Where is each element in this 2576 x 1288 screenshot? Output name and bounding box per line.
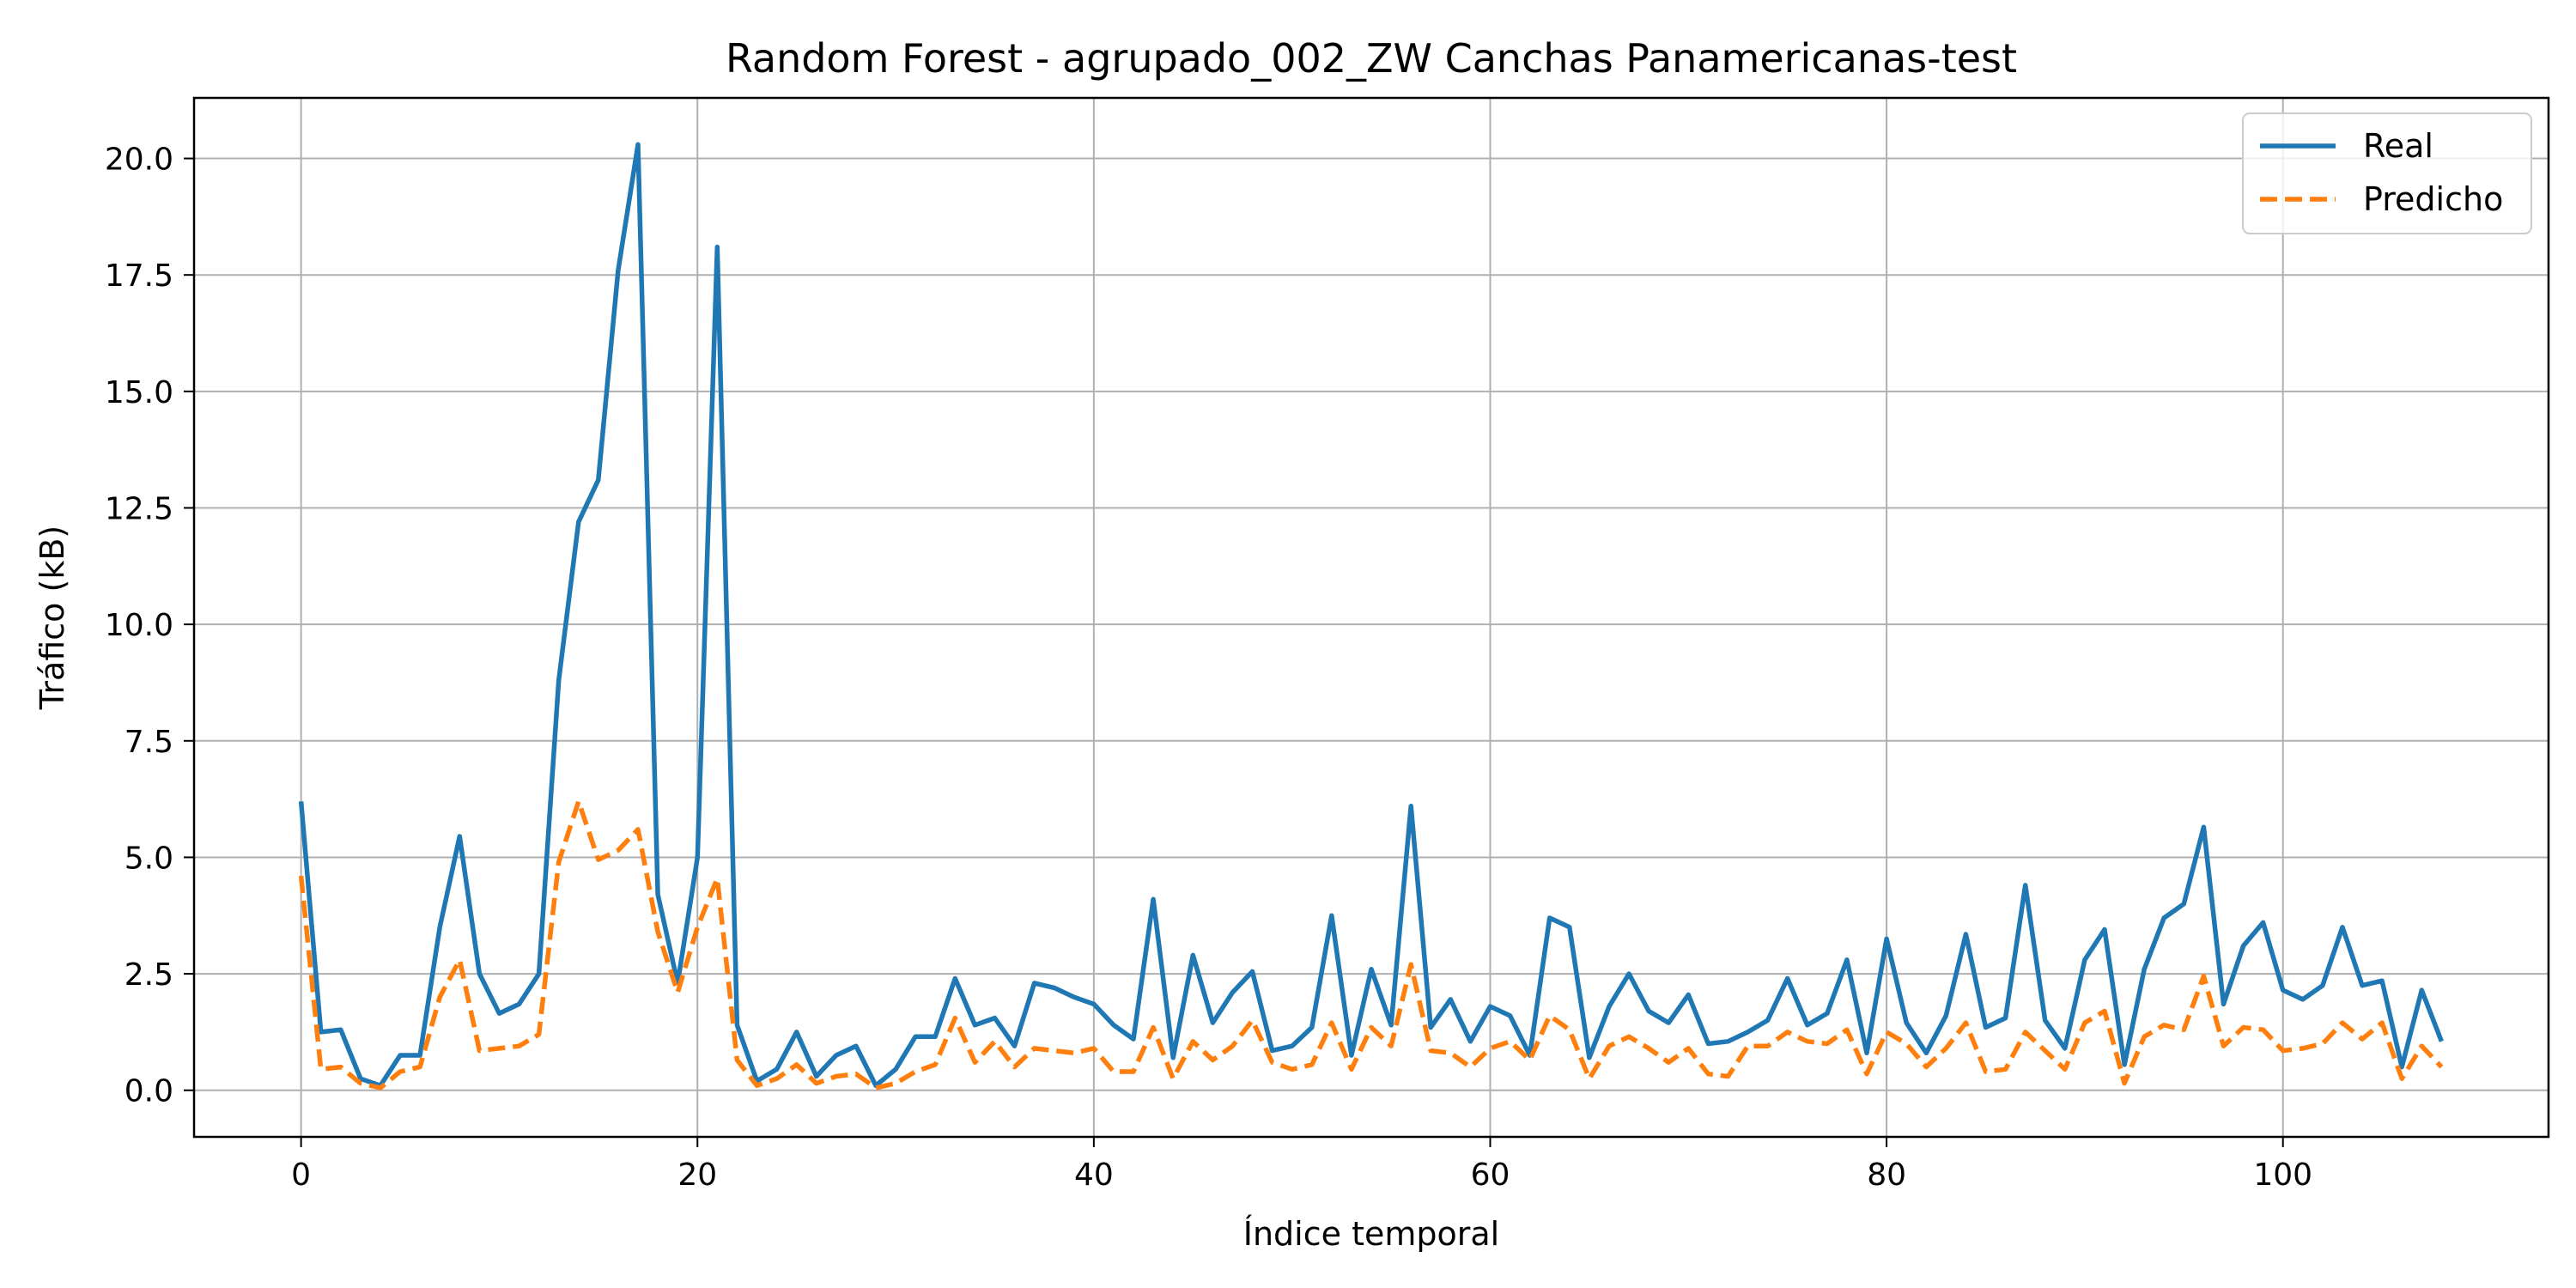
y-tick-label: 20.0	[105, 143, 173, 178]
y-tick-label: 17.5	[105, 258, 173, 294]
y-tick-label: 7.5	[125, 725, 173, 760]
x-tick-label: 60	[1471, 1157, 1510, 1193]
legend-label-predicho: Predicho	[2363, 180, 2503, 218]
x-axis-label: Índice temporal	[1243, 1215, 1499, 1253]
y-tick-label: 2.5	[125, 957, 173, 993]
y-tick-label: 5.0	[125, 841, 173, 876]
axis-ticks: 0 20 40 60 80 100 0.0 2.5 5.0 7.5 10.0 12.5 15.0 17.5…	[105, 143, 2312, 1193]
series-line-real	[298, 142, 2444, 1089]
plot-frame	[192, 96, 2550, 1139]
x-tick-label: 40	[1074, 1157, 1114, 1193]
y-tick-label: 10.0	[105, 608, 173, 643]
y-tick-label: 12.5	[105, 491, 173, 526]
x-tick-label: 100	[2253, 1157, 2312, 1193]
x-tick-label: 0	[291, 1157, 311, 1193]
y-tick-label: 0.0	[125, 1074, 173, 1109]
series-layer	[298, 142, 2444, 1091]
y-axis-label: Tráfico (kB)	[33, 526, 71, 710]
chart-title: Random Forest - agrupado_002_ZW Canchas …	[726, 35, 2017, 82]
legend: Real Predicho	[2242, 112, 2532, 234]
series-line-predicho	[298, 799, 2444, 1091]
y-tick-label: 15.0	[105, 375, 173, 410]
legend-label-real: Real	[2363, 127, 2433, 165]
x-tick-label: 80	[1867, 1157, 1906, 1193]
x-tick-label: 20	[677, 1157, 717, 1193]
legend-box	[2242, 112, 2532, 234]
